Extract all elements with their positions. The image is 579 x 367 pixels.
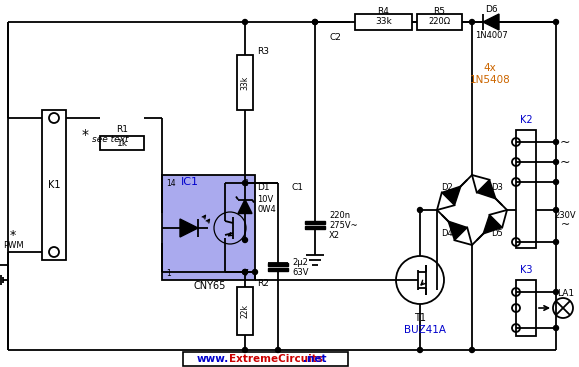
Circle shape (554, 139, 559, 145)
Text: K2: K2 (520, 115, 532, 125)
Circle shape (470, 19, 475, 25)
Bar (355, 14, 412, 30)
Text: R4: R4 (378, 7, 390, 15)
Text: D5: D5 (491, 229, 503, 237)
Text: R5: R5 (434, 7, 445, 15)
Bar (42, 110, 66, 260)
Circle shape (243, 348, 247, 352)
Circle shape (243, 181, 247, 185)
Text: see text: see text (92, 135, 129, 145)
Text: K3: K3 (520, 265, 532, 275)
Circle shape (554, 326, 559, 331)
Text: 220n: 220n (329, 211, 350, 219)
Text: IC1: IC1 (181, 177, 199, 187)
Text: 33k: 33k (375, 18, 392, 26)
Circle shape (313, 19, 317, 25)
Bar (237, 287, 253, 335)
Text: 63V: 63V (292, 268, 309, 277)
Circle shape (554, 207, 559, 212)
Polygon shape (448, 221, 467, 240)
Circle shape (554, 19, 559, 25)
Circle shape (554, 240, 559, 244)
Text: ExtremeCircuits: ExtremeCircuits (229, 354, 323, 364)
Text: 2µ2: 2µ2 (292, 258, 308, 267)
Polygon shape (238, 200, 252, 214)
Circle shape (554, 179, 559, 185)
Text: CNY65: CNY65 (194, 281, 226, 291)
Text: 230V: 230V (554, 211, 576, 219)
Text: D2: D2 (441, 182, 453, 192)
Bar (268, 262, 288, 265)
Bar (162, 175, 255, 280)
Text: R1: R1 (116, 126, 128, 134)
Circle shape (252, 269, 258, 275)
Polygon shape (442, 186, 461, 205)
Circle shape (243, 269, 247, 275)
Bar (305, 221, 325, 224)
Text: D4: D4 (441, 229, 453, 237)
Text: 1N5408: 1N5408 (470, 75, 510, 85)
Text: PWM: PWM (3, 240, 23, 250)
Text: LA1: LA1 (558, 288, 574, 298)
Circle shape (417, 207, 423, 212)
Bar (100, 136, 144, 150)
Text: D6: D6 (485, 4, 497, 14)
Text: R3: R3 (257, 47, 269, 55)
Polygon shape (180, 219, 198, 237)
Text: 22k: 22k (240, 304, 250, 318)
Bar (268, 268, 288, 270)
Text: K1: K1 (47, 180, 60, 190)
Circle shape (243, 237, 247, 243)
Text: 4x: 4x (483, 63, 496, 73)
Text: 1: 1 (166, 269, 171, 277)
Text: 33k: 33k (240, 75, 250, 90)
Text: 0W4: 0W4 (257, 206, 276, 214)
Bar (516, 130, 536, 248)
Circle shape (313, 19, 317, 25)
Text: www.: www. (197, 354, 229, 364)
Circle shape (243, 269, 247, 275)
Text: D1: D1 (257, 184, 270, 193)
Text: 220Ω: 220Ω (428, 18, 450, 26)
Bar (183, 352, 348, 366)
Text: D3: D3 (491, 182, 503, 192)
Polygon shape (477, 180, 496, 199)
Text: 7: 7 (243, 269, 248, 277)
Text: 8: 8 (243, 178, 248, 188)
Text: X2: X2 (329, 232, 340, 240)
Text: T1: T1 (414, 313, 426, 323)
Text: 10V: 10V (257, 196, 273, 204)
Text: C2: C2 (329, 33, 341, 41)
Circle shape (470, 348, 475, 352)
Text: R2: R2 (257, 279, 269, 287)
Text: 14: 14 (166, 178, 175, 188)
Polygon shape (483, 14, 499, 30)
Text: C1: C1 (292, 184, 304, 193)
Text: ~: ~ (560, 135, 570, 149)
Circle shape (417, 348, 423, 352)
Text: ~: ~ (560, 220, 570, 230)
Text: 275V~: 275V~ (329, 222, 358, 230)
Text: ~: ~ (560, 156, 570, 168)
Bar (417, 14, 462, 30)
Circle shape (243, 19, 247, 25)
Bar (305, 226, 325, 229)
Bar (516, 280, 536, 336)
Text: BUZ41A: BUZ41A (404, 325, 446, 335)
Circle shape (276, 348, 280, 352)
Bar (237, 55, 253, 110)
Text: 1N4007: 1N4007 (475, 32, 507, 40)
Text: *: * (82, 128, 89, 142)
Text: *: * (10, 229, 16, 241)
Polygon shape (483, 215, 502, 234)
Circle shape (554, 290, 559, 294)
Text: 1k: 1k (116, 138, 127, 148)
Text: .net: .net (303, 354, 327, 364)
Circle shape (554, 160, 559, 164)
